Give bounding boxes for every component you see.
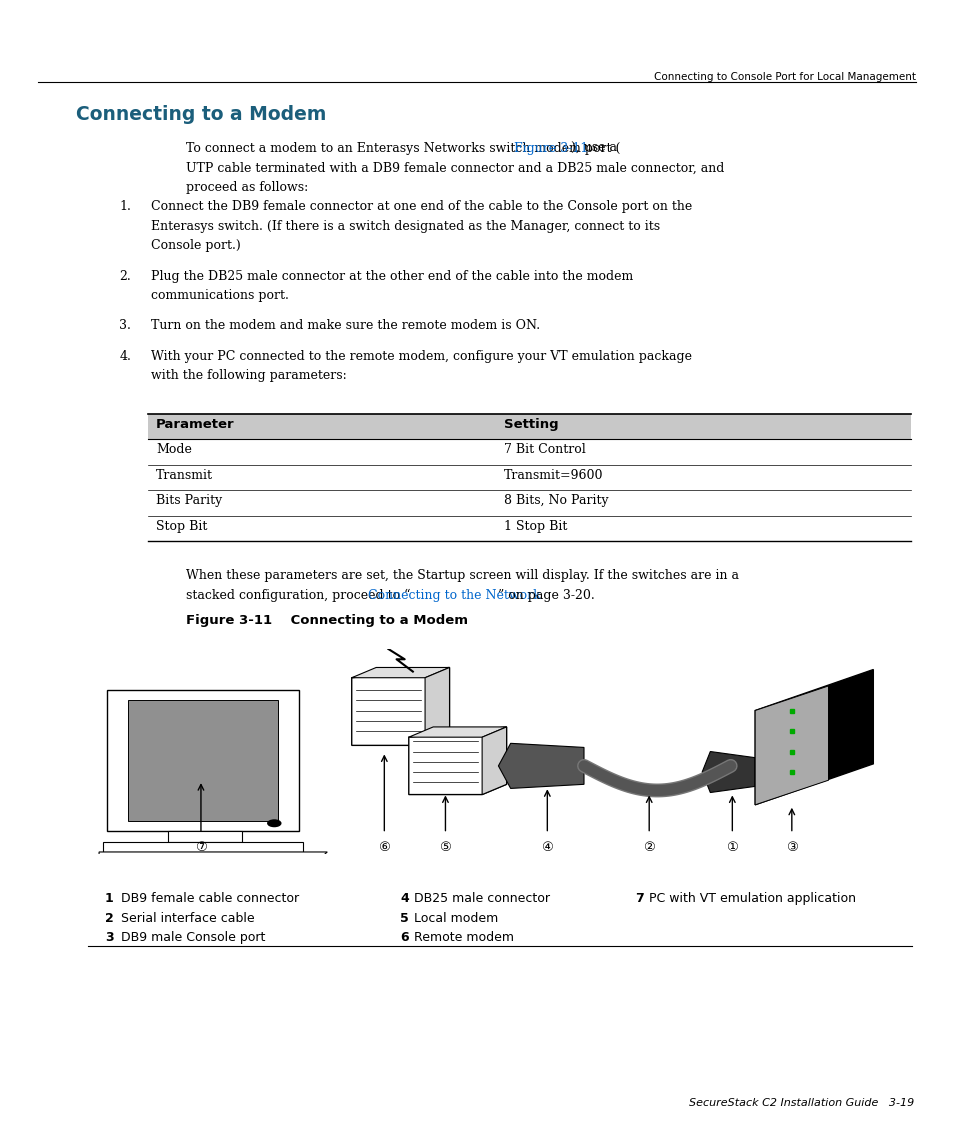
Text: With your PC connected to the remote modem, configure your VT emulation package: With your PC connected to the remote mod… [151,349,691,363]
Polygon shape [408,727,506,795]
Text: ①: ① [725,841,738,855]
Text: SecureStack C2 Installation Guide   3-19: SecureStack C2 Installation Guide 3-19 [688,1098,913,1108]
Text: Mode: Mode [155,444,192,456]
Text: 2.: 2. [119,270,131,283]
Text: ” on page 3-20.: ” on page 3-20. [497,588,594,602]
Text: PC with VT emulation application: PC with VT emulation application [648,892,855,905]
Polygon shape [168,831,241,842]
Polygon shape [481,727,506,795]
Text: stacked configuration, proceed to “: stacked configuration, proceed to “ [186,588,410,602]
Text: ), use a: ), use a [570,141,617,155]
Text: 1 Stop Bit: 1 Stop Bit [503,520,567,532]
Text: Connecting to the Network: Connecting to the Network [368,588,540,602]
Text: UTP cable terminated with a DB9 female connector and a DB25 male connector, and: UTP cable terminated with a DB9 female c… [186,162,723,174]
Text: Remote modem: Remote modem [414,931,514,944]
Text: ③: ③ [785,841,797,855]
Text: 5: 5 [399,912,408,924]
Text: communications port.: communications port. [151,290,289,302]
Text: DB9 female cable connector: DB9 female cable connector [121,892,299,905]
Text: Connect the DB9 female connector at one end of the cable to the Console port on : Connect the DB9 female connector at one … [151,201,691,213]
Polygon shape [107,690,298,831]
Text: ④: ④ [540,841,553,855]
Text: Figure 3-11: Figure 3-11 [513,141,587,155]
Polygon shape [425,667,449,746]
Text: Turn on the modem and make sure the remote modem is ON.: Turn on the modem and make sure the remo… [151,319,539,332]
Text: DB9 male Console port: DB9 male Console port [121,931,265,944]
Text: ⑦: ⑦ [194,841,207,855]
Polygon shape [99,852,327,866]
Text: 2: 2 [105,912,113,924]
Polygon shape [352,667,449,677]
Text: Parameter: Parameter [155,418,234,431]
Text: To connect a modem to an Enterasys Networks switch modem port (: To connect a modem to an Enterasys Netwo… [186,141,619,155]
Text: 4.: 4. [119,349,131,363]
Text: Transmit=9600: Transmit=9600 [503,468,603,482]
Text: with the following parameters:: with the following parameters: [151,369,346,382]
Polygon shape [755,669,872,805]
Text: 1.: 1. [119,201,131,213]
Text: 4: 4 [399,892,408,905]
Polygon shape [755,686,827,805]
Text: Connecting to Console Port for Local Management: Connecting to Console Port for Local Man… [654,72,915,82]
Polygon shape [352,667,449,746]
Polygon shape [408,727,506,737]
Text: 3: 3 [105,931,113,944]
Text: proceed as follows:: proceed as follows: [186,181,308,194]
Text: 3.: 3. [119,319,131,332]
Text: 1: 1 [105,892,113,905]
Polygon shape [497,743,583,788]
Text: Connecting to a Modem: Connecting to a Modem [76,104,326,124]
Polygon shape [128,701,278,821]
Text: Transmit: Transmit [155,468,213,482]
Text: Local modem: Local modem [414,912,497,924]
Text: 7 Bit Control: 7 Bit Control [503,444,585,456]
Text: Serial interface cable: Serial interface cable [121,912,254,924]
Text: Setting: Setting [503,418,558,431]
Polygon shape [103,842,302,852]
Text: Plug the DB25 male connector at the other end of the cable into the modem: Plug the DB25 male connector at the othe… [151,270,633,283]
Text: Bits Parity: Bits Parity [155,494,222,508]
Text: Console port.): Console port.) [151,239,240,253]
Text: When these parameters are set, the Startup screen will display. If the switches : When these parameters are set, the Start… [186,569,739,582]
Text: Enterasys switch. (If there is a switch designated as the Manager, connect to it: Enterasys switch. (If there is a switch … [151,220,659,232]
Text: ②: ② [642,841,655,855]
Text: 7: 7 [635,892,643,905]
Text: DB25 male connector: DB25 male connector [414,892,550,905]
Text: Figure 3-11    Connecting to a Modem: Figure 3-11 Connecting to a Modem [186,614,468,627]
Text: ⑤: ⑤ [439,841,451,855]
Circle shape [268,820,280,827]
Text: 8 Bits, No Parity: 8 Bits, No Parity [503,494,608,508]
Polygon shape [701,751,755,793]
Polygon shape [148,413,910,439]
Text: ⑥: ⑥ [378,841,390,855]
Text: Stop Bit: Stop Bit [155,520,207,532]
Text: 6: 6 [399,931,408,944]
